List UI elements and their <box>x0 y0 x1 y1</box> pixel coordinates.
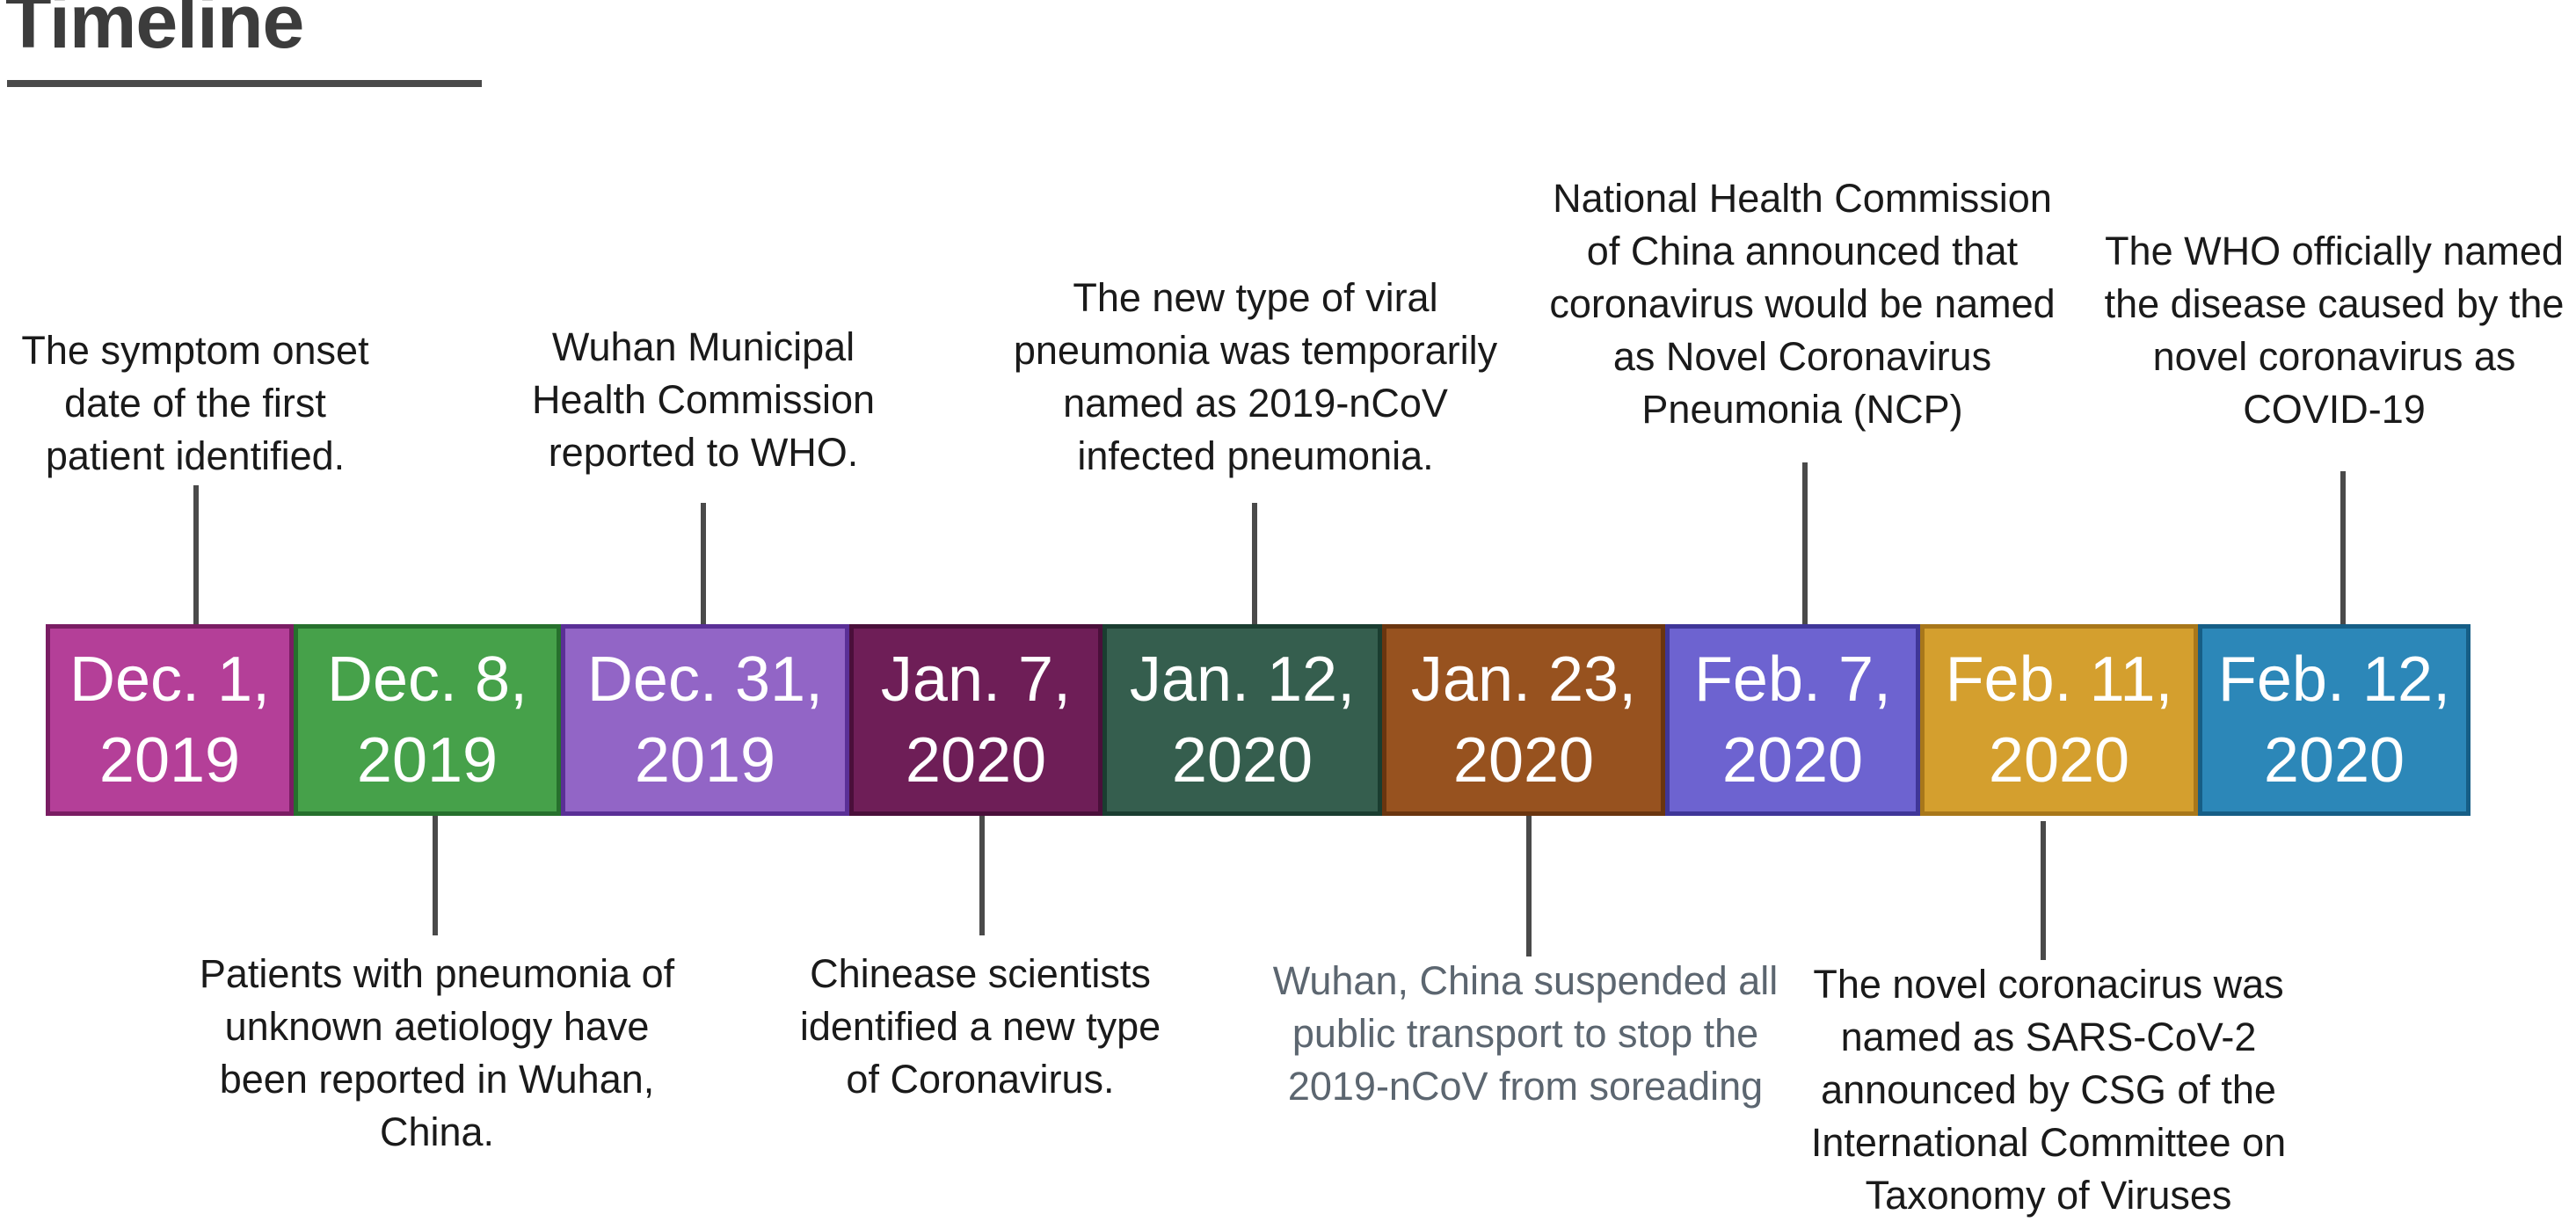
event-note-dec-1: The symptom onset date of the first pati… <box>21 328 369 478</box>
date-box-jan-7: Jan. 7, 2020 <box>849 624 1102 816</box>
date-box-feb-11: Feb. 11, 2020 <box>1920 624 2198 816</box>
event-note-jan-7: Chinease scientists identified a new typ… <box>799 951 1161 1102</box>
event-note-dec-31: Wuhan Municipal Health Commission report… <box>531 324 876 475</box>
date-box-dec-31: Dec. 31, 2019 <box>561 624 849 816</box>
date-box-dec-1: Dec. 1, 2019 <box>46 624 294 816</box>
event-note-dec-8: Patients with pneumonia of unknown aetio… <box>199 951 675 1154</box>
date-box-jan-23: Jan. 23, 2020 <box>1382 624 1665 816</box>
title-underline <box>7 80 482 87</box>
date-box-feb-12: Feb. 12, 2020 <box>2198 624 2470 816</box>
date-box-feb-7: Feb. 7, 2020 <box>1665 624 1920 816</box>
connector-jan-12 <box>1252 503 1257 624</box>
connector-feb-12 <box>2340 471 2346 624</box>
date-box-dec-8: Dec. 8, 2019 <box>294 624 561 816</box>
connector-feb-11 <box>2041 821 2046 960</box>
event-note-feb-12: The WHO officially named the disease cau… <box>2104 229 2565 432</box>
connector-jan-7 <box>979 816 985 935</box>
connector-dec-1 <box>193 485 199 624</box>
connector-dec-31 <box>701 503 706 624</box>
connector-feb-7 <box>1802 462 1808 624</box>
connector-jan-23 <box>1526 816 1532 957</box>
event-note-feb-7: National Health Commission of China anno… <box>1549 176 2056 432</box>
event-note-feb-11: The novel coronacirus was named as SARS-… <box>1810 962 2287 1218</box>
event-note-jan-23: Wuhan, China suspended all public transp… <box>1272 958 1779 1109</box>
event-note-jan-12: The new type of viral pneumonia was temp… <box>1013 275 1498 478</box>
connector-dec-8 <box>433 816 438 935</box>
date-box-jan-12: Jan. 12, 2020 <box>1102 624 1382 816</box>
page-title: Timeline <box>5 0 304 64</box>
